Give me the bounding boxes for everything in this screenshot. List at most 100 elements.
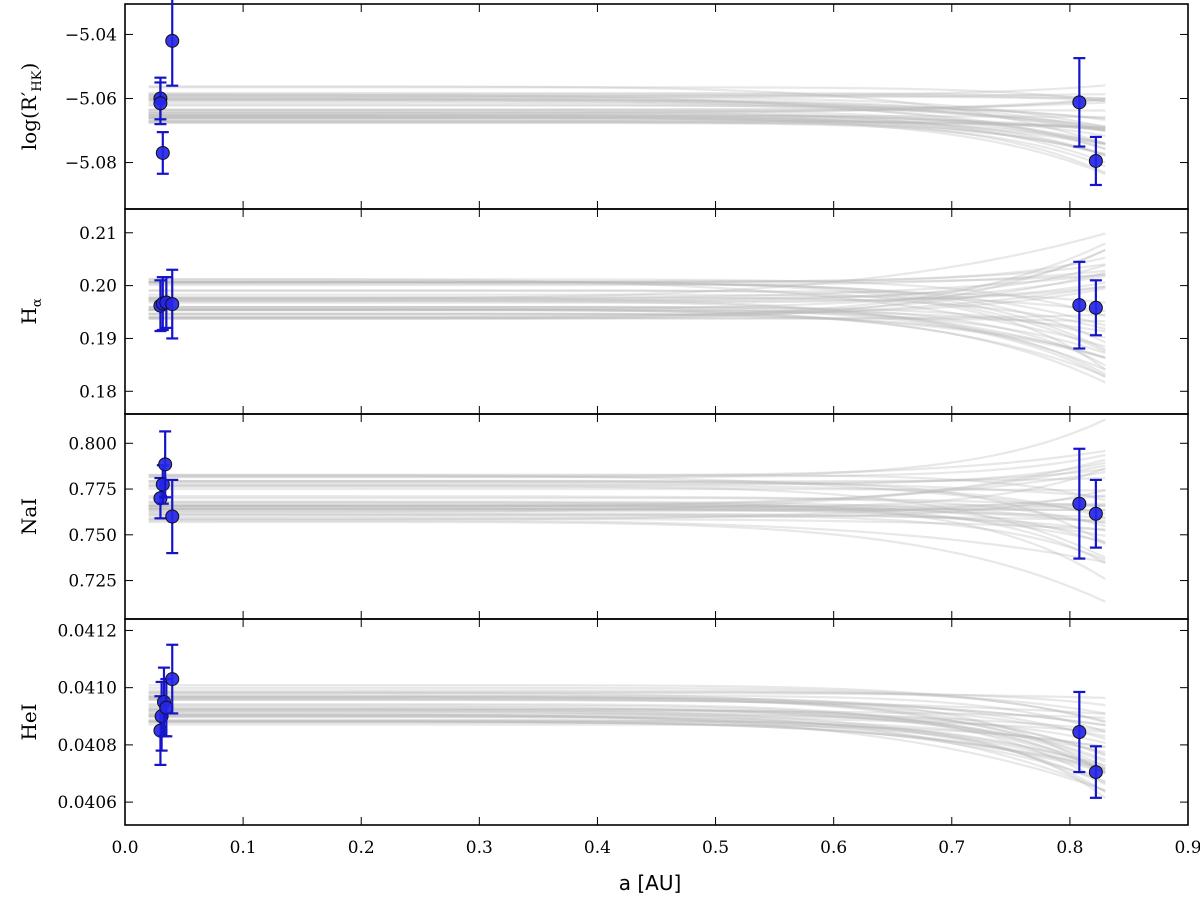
x-axis: 0.0 0.1 0.2 0.3 0.4 0.5 0.6 0.7 0.8 0.9: [111, 838, 1200, 858]
model-curve: [148, 504, 1106, 545]
model-curve: [148, 121, 1106, 156]
model-curve: [148, 704, 1106, 770]
data-point: [1088, 135, 1103, 187]
y-tick-label: 0.725: [68, 572, 117, 592]
model-curve: [148, 504, 1106, 513]
panel-3: 0.725 0.750 0.775 0.800 NaI: [17, 413, 1189, 620]
model-curve: [148, 98, 1106, 113]
model-curve: [148, 520, 1106, 603]
marker: [1088, 506, 1103, 521]
model-curve: [148, 720, 1106, 771]
model-curve: [148, 293, 1106, 313]
model-curve: [148, 99, 1106, 128]
x-tick-label: 0.4: [584, 838, 611, 858]
model-curve: [148, 282, 1106, 327]
model-curve: [148, 698, 1106, 727]
model-curve: [148, 296, 1106, 331]
data-point: [1072, 447, 1087, 560]
x-tick-label: 0.8: [1056, 838, 1083, 858]
model-curve: [148, 713, 1106, 774]
model-curve: [148, 477, 1106, 483]
marker: [1072, 496, 1087, 511]
model-curve: [148, 464, 1106, 514]
model-curve: [148, 495, 1106, 508]
model-curve: [148, 98, 1106, 131]
model-curve: [148, 494, 1106, 521]
model-curve: [148, 461, 1106, 486]
model-curve: [148, 690, 1106, 707]
model-curve: [148, 504, 1106, 543]
model-curve: [148, 96, 1106, 129]
model-curve: [148, 496, 1106, 528]
data-point: [1072, 260, 1087, 350]
model-curve: [148, 308, 1106, 333]
model-curve: [148, 708, 1106, 719]
model-curve: [148, 716, 1106, 786]
model-curve: [148, 103, 1106, 150]
model-curve: [148, 468, 1106, 485]
y-tick-label: 0.0412: [58, 621, 117, 641]
model-curve: [148, 85, 1106, 145]
y-tick-label: 0.20: [79, 277, 117, 297]
y-tick-label: 0.0406: [58, 793, 117, 813]
y-axis-label: HeI: [17, 703, 41, 740]
y-axis-label: NaI: [17, 498, 41, 535]
model-curve: [148, 86, 1106, 103]
model-curve: [148, 278, 1106, 348]
model-curve: [148, 309, 1106, 355]
data-point: [153, 81, 168, 126]
panel-4: 0.0406 0.0408 0.0410 0.0412 HeI: [17, 618, 1189, 826]
model-curve: [148, 306, 1106, 339]
model-curve: [148, 720, 1106, 783]
model-curve: [148, 317, 1106, 323]
model-curve: [148, 501, 1106, 581]
model-curve: [148, 282, 1106, 344]
model-curve: [148, 113, 1106, 155]
model-curve: [148, 696, 1106, 738]
model-curve: [148, 104, 1106, 121]
y-tick-label: 0.0408: [58, 736, 117, 756]
model-curve: [148, 98, 1106, 132]
model-curve: [148, 696, 1106, 740]
y-axis-label: log(R′HK): [17, 63, 45, 151]
model-curve: [148, 485, 1106, 520]
model-curve: [148, 710, 1106, 792]
model-curve: [148, 307, 1106, 378]
model-curve: [148, 517, 1106, 531]
model-curve: [148, 256, 1106, 283]
model-curve: [148, 289, 1106, 371]
model-curve: [148, 502, 1106, 508]
model-curve: [148, 263, 1106, 284]
model-curve: [148, 507, 1106, 537]
panel-frame: [124, 618, 1189, 826]
marker: [1072, 725, 1087, 740]
y-tick-label: 0.19: [79, 329, 117, 349]
model-curve: [148, 101, 1106, 111]
data-point: [1088, 279, 1103, 337]
model-curve: [148, 696, 1106, 727]
x-tick-label: 0.7: [938, 838, 965, 858]
model-curve: [148, 449, 1106, 477]
model-curve: [148, 696, 1106, 775]
model-curve: [148, 273, 1106, 284]
model-curve: [148, 715, 1106, 748]
model-curve: [148, 116, 1106, 157]
marker: [155, 145, 170, 160]
data-point: [1072, 690, 1087, 774]
model-curve: [148, 117, 1106, 174]
model-curve: [148, 273, 1106, 301]
model-curve: [148, 707, 1106, 773]
marker: [1088, 153, 1103, 168]
model-curve: [148, 698, 1106, 757]
model-curve: [148, 269, 1106, 287]
y-tick-label: 0.0410: [58, 679, 117, 699]
model-curve: [148, 479, 1106, 545]
data-point: [165, 0, 180, 87]
model-curve: [148, 719, 1106, 771]
model-curve: [148, 278, 1106, 317]
model-curve: [148, 705, 1106, 754]
model-curve: [148, 691, 1106, 763]
model-curve: [148, 121, 1106, 168]
marker: [165, 509, 180, 524]
model-curve: [148, 711, 1106, 731]
